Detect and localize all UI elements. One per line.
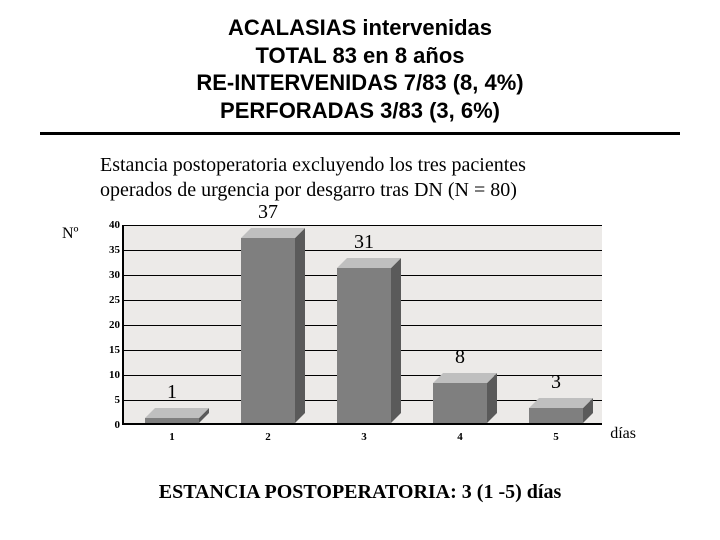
subtitle-block: Estancia postoperatoria excluyendo los t…	[0, 135, 720, 203]
bar-chart: Nº 0510152025303540113723138435días	[90, 219, 630, 459]
y-tick-label: 10	[102, 369, 120, 381]
x-tick-label: 3	[361, 431, 367, 443]
y-tick-label: 35	[102, 244, 120, 256]
y-tick-label: 25	[102, 294, 120, 306]
bar-side	[391, 258, 401, 423]
bottom-summary: ESTANCIA POSTOPERATORIA: 3 (1 -5) días	[0, 481, 720, 504]
bar-top	[145, 408, 209, 418]
bar-front	[337, 268, 391, 423]
bar-value-label: 8	[455, 346, 465, 369]
y-tick-label: 20	[102, 319, 120, 331]
bar-value-label: 1	[167, 381, 177, 404]
title-block: ACALASIAS intervenidas TOTAL 83 en 8 año…	[0, 0, 720, 124]
bar-value-label: 3	[551, 371, 561, 394]
x-tick-label: 4	[457, 431, 463, 443]
bar-top	[529, 398, 593, 408]
bar-side	[295, 228, 305, 423]
bar-front	[529, 408, 583, 423]
bar-front	[433, 383, 487, 423]
x-tick-label: 2	[265, 431, 271, 443]
bar-top	[337, 258, 401, 268]
x-tick-label: 5	[553, 431, 559, 443]
bar-top	[241, 228, 305, 238]
bar-value-label: 37	[258, 201, 278, 224]
x-axis-title: días	[610, 425, 636, 443]
bar	[145, 418, 199, 423]
bar-front	[241, 238, 295, 423]
subtitle-line-2: operados de urgencia por desgarro tras D…	[100, 178, 630, 203]
title-line-1: ACALASIAS intervenidas	[0, 14, 720, 42]
plot-area: 0510152025303540113723138435días	[122, 225, 602, 425]
bar-top	[433, 373, 497, 383]
bar	[433, 383, 487, 423]
bar	[241, 238, 295, 423]
bar-front	[145, 418, 199, 423]
title-line-2: TOTAL 83 en 8 años	[0, 42, 720, 70]
title-line-4: PERFORADAS 3/83 (3, 6%)	[0, 97, 720, 125]
bar	[529, 408, 583, 423]
bar-value-label: 31	[354, 231, 374, 254]
gridline	[124, 225, 602, 226]
x-tick-label: 1	[169, 431, 175, 443]
y-tick-label: 5	[102, 394, 120, 406]
y-tick-label: 30	[102, 269, 120, 281]
y-tick-label: 15	[102, 344, 120, 356]
y-tick-label: 40	[102, 219, 120, 231]
bar	[337, 268, 391, 423]
y-axis-title: Nº	[62, 225, 79, 243]
y-tick-label: 0	[102, 419, 120, 431]
subtitle-line-1: Estancia postoperatoria excluyendo los t…	[100, 153, 630, 178]
title-line-3: RE-INTERVENIDAS 7/83 (8, 4%)	[0, 69, 720, 97]
